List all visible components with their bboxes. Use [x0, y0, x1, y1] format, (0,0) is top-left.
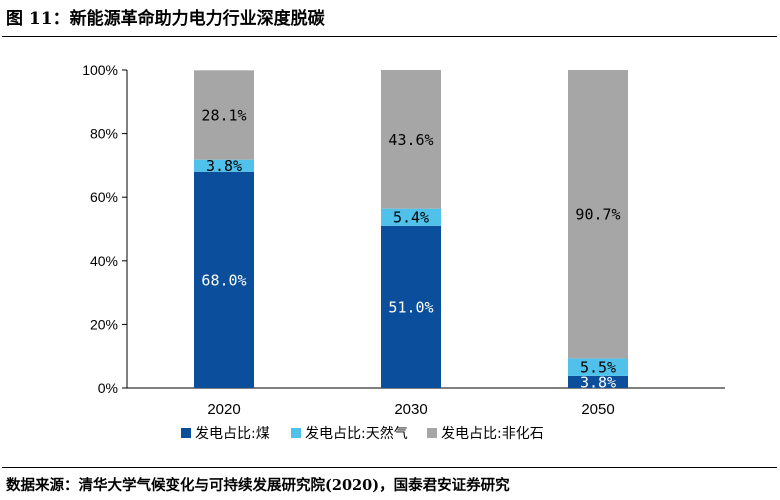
bar-segment [381, 208, 441, 226]
source-note: 数据来源：清华大学气候变化与可持续发展研究院(2020)，国泰君安证券研究 [6, 477, 510, 494]
bar-segment [194, 70, 254, 160]
data-label: 51.0% [388, 298, 433, 316]
data-label: 90.7% [575, 206, 620, 224]
legend-label: 发电占比:非化石 [441, 426, 544, 442]
bar-segment [568, 358, 628, 376]
data-label: 43.6% [388, 131, 433, 149]
data-label: 3.8% [206, 157, 242, 175]
bar-segment [568, 375, 628, 388]
legend-label: 发电占比:煤 [195, 426, 270, 442]
data-label: 68.0% [201, 271, 246, 289]
axis-layer: 0% 20% 40% 60% 80% 100% 2020 2030 2050 [82, 62, 725, 418]
data-labels-layer: 68.0%3.8%28.1%51.0%5.4%43.6%3.8%5.5%90.7… [201, 106, 620, 391]
legend: 发电占比:煤 发电占比:天然气 发电占比:非化石 [181, 425, 544, 442]
bar-segment [568, 70, 628, 359]
data-label: 5.4% [393, 209, 429, 227]
title-rule [2, 36, 777, 37]
x-tick-label: 2030 [394, 401, 427, 418]
y-tick-label: 80% [90, 126, 118, 142]
y-tick-label: 0% [98, 380, 118, 396]
figure-title: 图 11：新能源革命助力电力行业深度脱碳 [6, 9, 325, 29]
legend-swatch [427, 428, 437, 438]
legend-swatch [181, 428, 191, 438]
bar-segment [381, 225, 441, 388]
legend-swatch [291, 428, 301, 438]
bar-segment [194, 159, 254, 172]
y-tick-label: 60% [90, 189, 118, 205]
bar-segment [194, 171, 254, 388]
y-tick-label: 20% [90, 316, 118, 332]
legend-label: 发电占比:天然气 [305, 425, 408, 442]
source-rule [2, 467, 777, 468]
bar-segment [381, 70, 441, 209]
x-tick-label: 2050 [581, 401, 614, 418]
y-tick-label: 100% [82, 62, 118, 78]
data-label: 3.8% [580, 373, 616, 391]
x-tick-label: 2020 [207, 401, 240, 418]
bars-layer [194, 70, 628, 388]
y-tick-label: 40% [90, 253, 118, 269]
data-label: 28.1% [201, 106, 246, 124]
data-label: 5.5% [580, 359, 616, 377]
